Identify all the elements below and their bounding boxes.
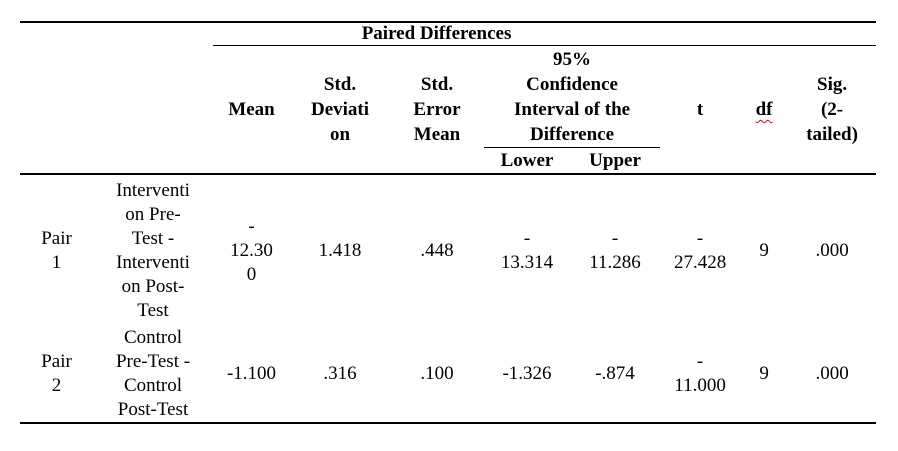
paired-differences-row: Paired Differences <box>20 21 877 46</box>
pair-1-std-deviation: 1.418 <box>318 239 362 261</box>
header-upper: Upper <box>570 147 661 175</box>
pair-2-ci-lower: -1.326 <box>484 326 570 424</box>
corner-blank-cell <box>20 21 213 46</box>
header-std-error-mean: Std. Error Mean <box>390 45 484 175</box>
pair-1-std-error-mean: .448 <box>420 239 454 261</box>
header-df: df <box>740 45 789 175</box>
pair-1-t: - 27.428 <box>673 227 727 273</box>
table-row-pair-2: Pair 2 Control Pre-Test - Control Post-T… <box>20 326 877 424</box>
column-header-row: Mean Std. Deviati on Std. Error Mean 95%… <box>20 45 877 175</box>
paired-differences-header: Paired Differences <box>213 21 661 46</box>
header-mean: Mean <box>213 45 290 175</box>
paired-samples-test-table: Paired Differences Mean Std. Deviati on … <box>20 21 877 424</box>
pair-1-ci-lower: - 13.314 <box>500 227 554 273</box>
pair-2-label: Pair 2 <box>20 326 93 424</box>
pair-2-std-deviation: .316 <box>290 326 390 424</box>
lower-upper-header-row: Lower Upper <box>20 147 876 175</box>
df-spellcheck-underline: df <box>755 99 773 120</box>
table-row-pair-1: Pair 1 Interventi on Pre- Test - Interve… <box>20 174 876 326</box>
pair-2-std-error-mean: .100 <box>390 326 484 424</box>
header-sig-2-tailed: Sig. (2- tailed) <box>788 45 877 175</box>
pair-1-ci-upper: - 11.286 <box>589 227 641 273</box>
pair-2-mean: -1.100 <box>213 326 290 424</box>
pair-1-description: Interventi on Pre- Test - Interventi on … <box>116 179 190 321</box>
header-std-deviation: Std. Deviati on <box>290 45 390 175</box>
pair-2-sig: .000 <box>788 326 877 424</box>
pair-2-t: - 11.000 <box>660 326 741 424</box>
pair-1-label: Pair 1 <box>41 227 72 273</box>
header-t: t <box>660 45 741 175</box>
pair-1-df: 9 <box>759 239 769 261</box>
header-confidence-interval: 95% Confidence Interval of the Differenc… <box>484 45 661 148</box>
pair-1-sig: .000 <box>815 239 849 261</box>
pair-2-df: 9 <box>740 326 789 424</box>
paired-differences-rule-extension <box>660 21 877 46</box>
row-label-blank-header <box>20 45 213 175</box>
pair-2-description: Control Pre-Test - Control Post-Test <box>93 326 213 424</box>
pair-1-mean: - 12.30 0 <box>230 215 273 285</box>
header-lower: Lower <box>484 147 570 175</box>
pair-2-ci-upper: -.874 <box>570 326 661 424</box>
